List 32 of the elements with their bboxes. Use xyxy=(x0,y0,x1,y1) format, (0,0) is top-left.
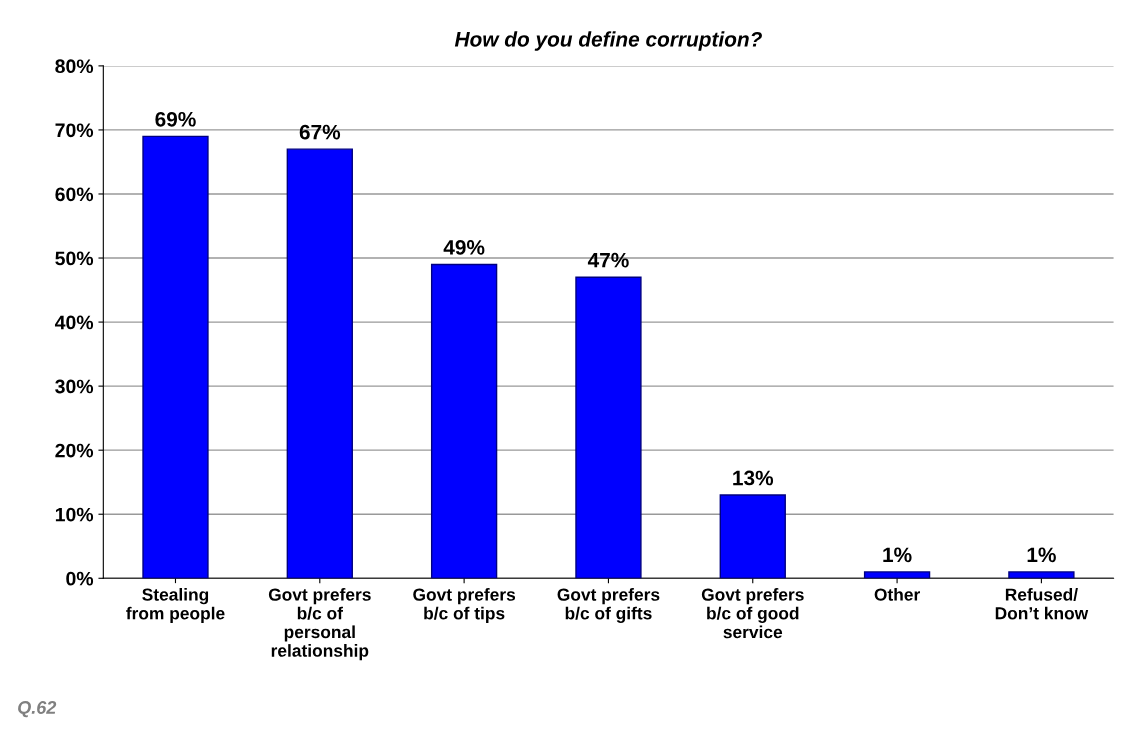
x-tick-label: Stealing from people xyxy=(126,588,225,623)
bar xyxy=(719,494,786,579)
bar xyxy=(1008,571,1075,579)
data-label: 69% xyxy=(155,111,196,127)
data-label: 1% xyxy=(883,547,912,563)
bar xyxy=(430,263,498,579)
bar xyxy=(142,135,209,579)
y-tick-label: 80% xyxy=(55,59,94,74)
bar xyxy=(575,276,642,579)
data-label: 1% xyxy=(1027,547,1056,563)
y-tick-label: 10% xyxy=(55,507,94,522)
x-tick-label: Other xyxy=(874,588,920,601)
data-label: 47% xyxy=(587,252,629,268)
data-label: 13% xyxy=(733,470,774,486)
text: Q.62 xyxy=(18,701,57,718)
x-tick-label: Govt prefers b/c of tips xyxy=(413,588,516,623)
data-label: 67% xyxy=(299,124,341,140)
bar xyxy=(863,571,931,579)
y-tick-label: 0% xyxy=(66,571,94,586)
x-tick-label: Refused/ Don’t know xyxy=(995,588,1089,620)
x-tick-label: Govt prefers b/c of gifts xyxy=(557,588,660,623)
y-tick-label: 20% xyxy=(55,443,94,458)
bar xyxy=(286,148,353,579)
y-tick-label: 60% xyxy=(55,187,94,202)
y-tick-label: 40% xyxy=(54,315,94,330)
y-tick-label: 30% xyxy=(55,379,94,394)
x-tick-label: Govt prefers b/c of good service xyxy=(701,588,804,639)
y-tick-label: 70% xyxy=(55,123,94,138)
chart-title: How do you define corruption? xyxy=(454,31,762,51)
data-label: 49% xyxy=(443,240,485,255)
y-tick-label: 50% xyxy=(55,251,94,266)
x-tick-label: Govt prefers b/c of personal relationship xyxy=(268,588,371,661)
